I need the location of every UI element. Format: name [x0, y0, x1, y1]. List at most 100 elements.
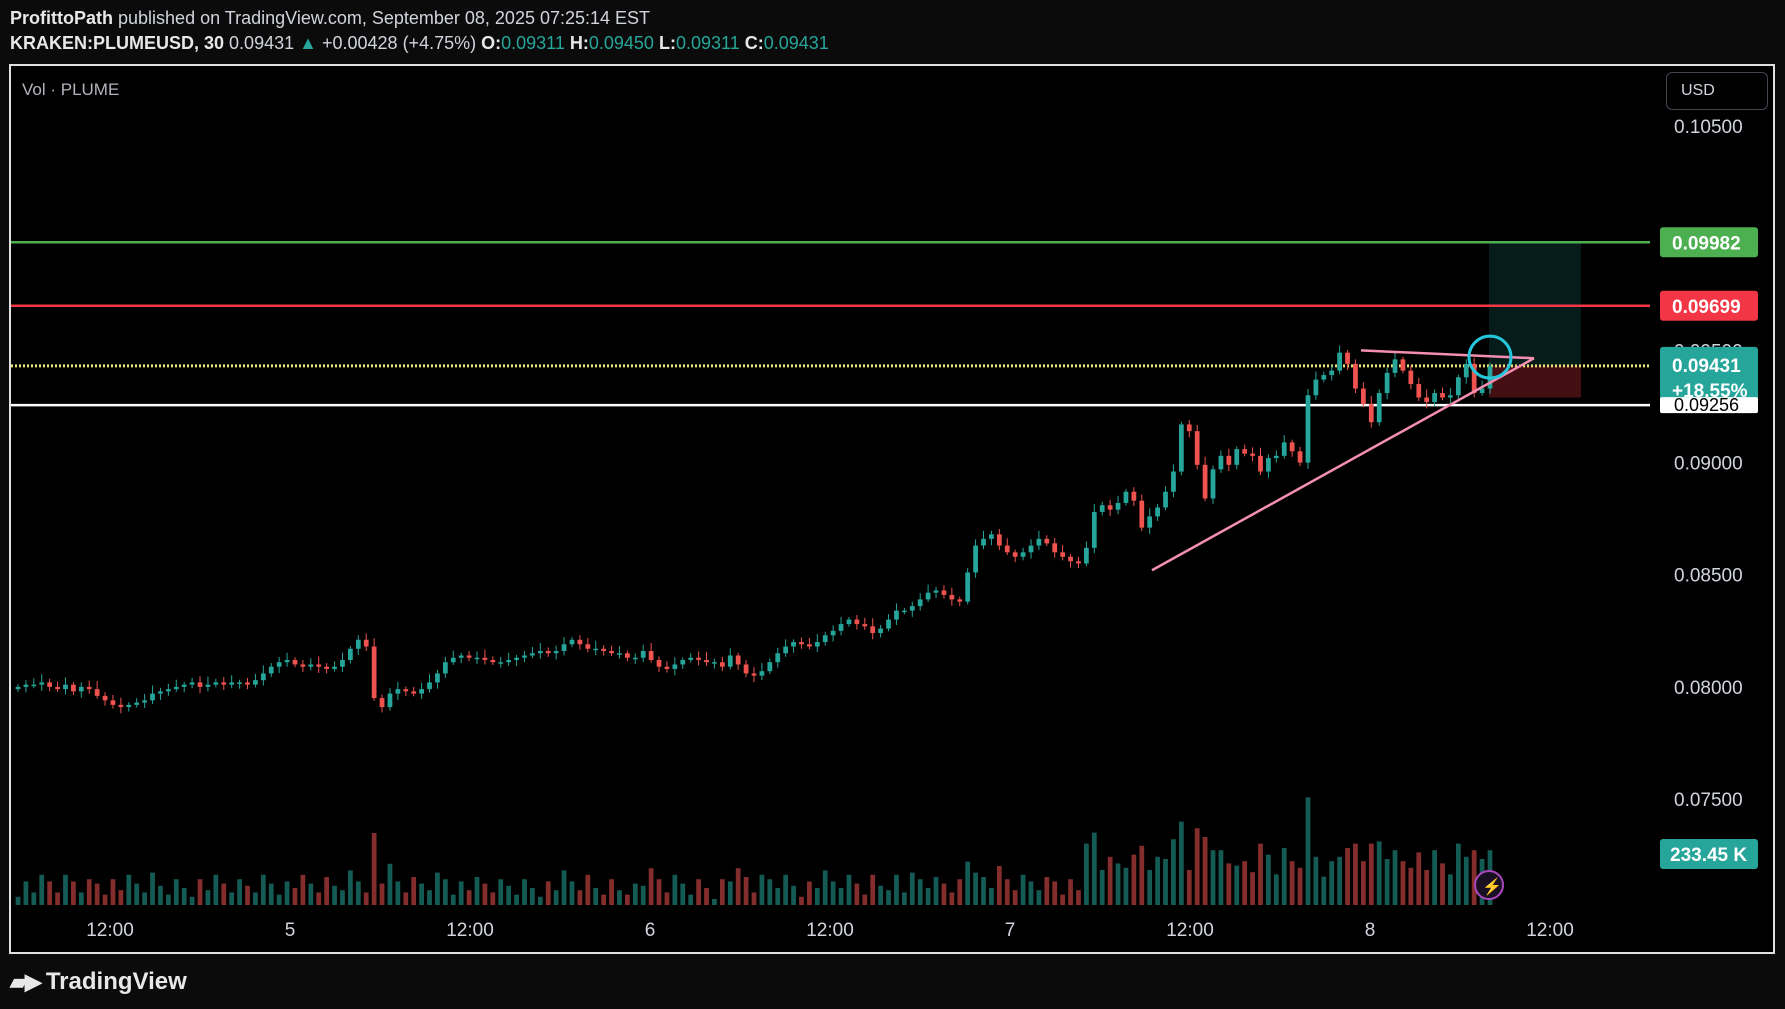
- candle[interactable]: [530, 653, 535, 656]
- candle[interactable]: [909, 606, 915, 611]
- candle[interactable]: [577, 639, 583, 645]
- candle[interactable]: [949, 594, 955, 600]
- candle[interactable]: [973, 545, 978, 573]
- candle[interactable]: [759, 671, 765, 676]
- candle[interactable]: [221, 682, 227, 685]
- candle[interactable]: [632, 657, 638, 660]
- candle[interactable]: [680, 659, 686, 665]
- chart-frame[interactable]: [9, 64, 1775, 954]
- candle[interactable]: [300, 664, 306, 667]
- candle[interactable]: [427, 682, 432, 690]
- candle[interactable]: [118, 704, 124, 708]
- candle[interactable]: [1258, 455, 1263, 472]
- candle[interactable]: [1012, 552, 1018, 557]
- candle[interactable]: [348, 648, 353, 660]
- candle[interactable]: [63, 684, 68, 690]
- candle[interactable]: [1186, 424, 1192, 432]
- candle[interactable]: [110, 700, 116, 705]
- candle[interactable]: [94, 689, 100, 696]
- candle[interactable]: [340, 659, 345, 667]
- candle[interactable]: [1210, 469, 1216, 499]
- candle[interactable]: [838, 624, 844, 631]
- candle[interactable]: [1345, 352, 1350, 364]
- candle[interactable]: [1440, 393, 1445, 398]
- candle[interactable]: [791, 642, 796, 647]
- candle[interactable]: [1408, 370, 1414, 385]
- candle[interactable]: [712, 662, 717, 664]
- candle[interactable]: [126, 704, 132, 708]
- candle[interactable]: [1163, 491, 1168, 508]
- candle[interactable]: [1155, 507, 1160, 517]
- volume-indicator-title[interactable]: Vol · PLUME: [22, 80, 120, 99]
- candle[interactable]: [316, 664, 322, 667]
- candle[interactable]: [39, 682, 45, 685]
- candle[interactable]: [442, 662, 448, 674]
- candle[interactable]: [47, 682, 53, 687]
- candle[interactable]: [498, 662, 504, 664]
- candle[interactable]: [1297, 451, 1303, 463]
- candle[interactable]: [31, 684, 37, 687]
- candle[interactable]: [1091, 511, 1097, 548]
- candle[interactable]: [901, 610, 907, 613]
- candle[interactable]: [1036, 538, 1042, 546]
- candle[interactable]: [411, 691, 417, 694]
- candle[interactable]: [609, 651, 614, 654]
- candle[interactable]: [625, 653, 630, 658]
- candle[interactable]: [245, 682, 250, 685]
- candle[interactable]: [86, 686, 92, 690]
- candle[interactable]: [878, 628, 883, 634]
- candle[interactable]: [846, 619, 852, 625]
- candle[interactable]: [189, 682, 195, 685]
- candle[interactable]: [894, 610, 899, 620]
- candle[interactable]: [1171, 471, 1176, 492]
- candle[interactable]: [601, 648, 607, 651]
- candle[interactable]: [925, 592, 931, 600]
- candle[interactable]: [142, 700, 147, 703]
- candle[interactable]: [1361, 388, 1366, 405]
- candle[interactable]: [917, 599, 923, 607]
- candle[interactable]: [332, 666, 337, 669]
- candle[interactable]: [1226, 455, 1232, 465]
- tradingview-logo[interactable]: ▰▶ TradingView: [10, 968, 187, 996]
- candle[interactable]: [1194, 431, 1200, 465]
- candle[interactable]: [355, 639, 361, 649]
- candle[interactable]: [1471, 363, 1477, 394]
- candle[interactable]: [435, 673, 440, 683]
- candle[interactable]: [1305, 395, 1311, 463]
- candle[interactable]: [1376, 393, 1382, 423]
- candle[interactable]: [862, 624, 868, 627]
- candle[interactable]: [1455, 377, 1461, 396]
- candle[interactable]: [1266, 458, 1271, 472]
- candle[interactable]: [1432, 393, 1437, 402]
- candle[interactable]: [593, 648, 599, 651]
- candle[interactable]: [672, 664, 678, 669]
- candle[interactable]: [688, 657, 694, 660]
- candle[interactable]: [1289, 442, 1295, 452]
- candle[interactable]: [158, 691, 163, 694]
- candle[interactable]: [1115, 502, 1121, 510]
- candle[interactable]: [1123, 491, 1129, 503]
- candle[interactable]: [466, 655, 472, 658]
- candle[interactable]: [1218, 455, 1224, 470]
- candle[interactable]: [941, 590, 947, 595]
- candle[interactable]: [1463, 363, 1469, 378]
- candle[interactable]: [292, 659, 298, 665]
- candle[interactable]: [229, 682, 235, 685]
- ascending-trendline[interactable]: [1151, 357, 1535, 572]
- candle[interactable]: [1250, 453, 1255, 456]
- stop-zone-box[interactable]: [1489, 365, 1581, 398]
- candle[interactable]: [1329, 370, 1335, 376]
- candle[interactable]: [1084, 547, 1089, 564]
- candle[interactable]: [387, 693, 393, 708]
- candle[interactable]: [276, 662, 282, 667]
- author-name[interactable]: ProfittoPath: [10, 8, 113, 28]
- candle[interactable]: [1479, 388, 1485, 394]
- candle[interactable]: [1242, 449, 1248, 454]
- candle[interactable]: [1020, 552, 1026, 557]
- candle[interactable]: [545, 651, 551, 654]
- candle[interactable]: [1139, 500, 1145, 528]
- candle[interactable]: [205, 684, 211, 687]
- candle[interactable]: [1392, 359, 1398, 373]
- candle[interactable]: [1044, 538, 1050, 544]
- candle[interactable]: [237, 682, 242, 684]
